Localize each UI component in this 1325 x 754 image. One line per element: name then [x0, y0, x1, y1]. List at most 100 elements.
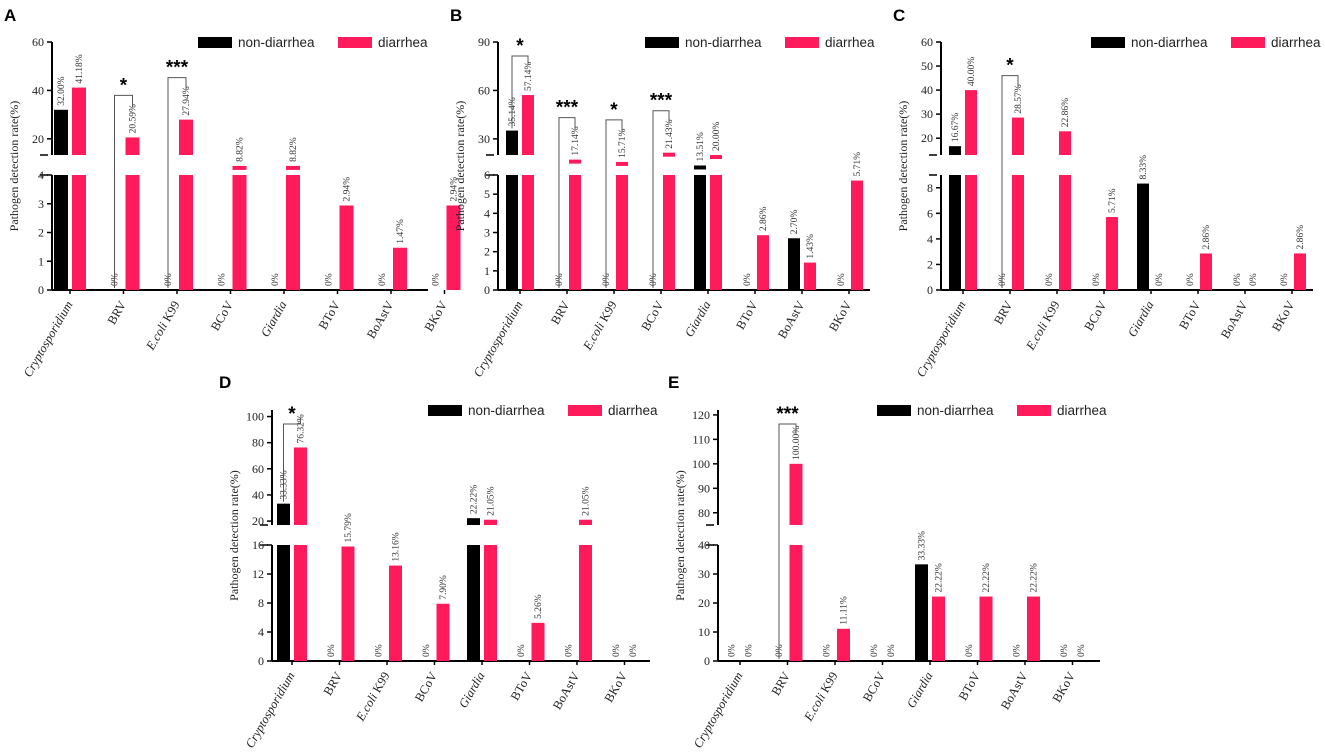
- bar-diarrhea: [1059, 175, 1071, 290]
- data-label: 0%: [745, 644, 755, 657]
- significance-bracket: [114, 94, 133, 288]
- y-tick-label: 0: [258, 654, 264, 668]
- y-tick-label: 100: [692, 457, 710, 471]
- panel-c: C 0 2 4 6 8 20 30 40 50 60 Pathogen detection rate(…: [893, 6, 1321, 379]
- y-tick-label: 6: [927, 206, 933, 220]
- data-label: 0%: [837, 273, 847, 286]
- data-label: 21.05%: [582, 486, 592, 515]
- data-label: 0%: [743, 273, 753, 286]
- bar-non-diarrhea: [1137, 183, 1149, 290]
- bar-diarrhea-upper: [286, 165, 300, 170]
- y-tick-label: 80: [252, 436, 264, 450]
- data-label: 16.67%: [951, 113, 961, 142]
- x-tick-label: BoAstV: [364, 299, 397, 341]
- legend-swatch-diarrhea: [1017, 405, 1051, 416]
- x-tick-label: Giardia: [904, 670, 936, 711]
- x-tick-label: BToV: [508, 670, 535, 703]
- legend-label-diarrhea: diarrhea: [1271, 35, 1321, 50]
- data-label: 0%: [965, 644, 975, 657]
- y-tick-label: 30: [698, 567, 710, 581]
- significance-mark: *: [1006, 56, 1014, 77]
- bar-diarrhea: [710, 175, 722, 290]
- bar-non-diarrhea-upper: [506, 130, 518, 155]
- x-tick-label: BoAstV: [775, 299, 808, 341]
- legend-swatch-diarrhea: [1231, 37, 1265, 48]
- data-label: 0%: [1280, 273, 1290, 286]
- bar-diarrhea: [851, 180, 863, 290]
- bar-diarrhea-upper: [72, 87, 86, 155]
- data-label: 13.51%: [696, 132, 706, 161]
- y-tick-label: 40: [252, 488, 264, 502]
- significance-bracket: [558, 117, 576, 288]
- y-tick-label: 2: [484, 245, 490, 259]
- panel-b: B 0 1 2 3 4 5 6 30 60 90 Pathogen detection rate(%)…: [450, 6, 875, 379]
- significance-bracket: [652, 110, 670, 288]
- data-label: 0%: [517, 644, 527, 657]
- data-label: 21.05%: [487, 486, 497, 515]
- x-tick-label: BCoV: [860, 670, 888, 705]
- y-tick-label: 120: [692, 408, 710, 422]
- significance-mark: ***: [776, 404, 799, 425]
- legend-label-non-diarrhea: non-diarrhea: [917, 403, 994, 418]
- y-tick-label: 0: [704, 654, 710, 668]
- bar-diarrhea: [965, 175, 977, 290]
- bar-diarrhea: [393, 247, 407, 290]
- data-label: 0%: [1045, 273, 1055, 286]
- x-tick-label: E.coli K99: [801, 670, 841, 725]
- significance-bracket: [511, 55, 529, 129]
- bar-non-diarrhea: [54, 175, 68, 290]
- x-tick-label-part: K99: [368, 670, 392, 698]
- bar-diarrhea: [804, 262, 816, 290]
- bar-diarrhea-upper: [1012, 117, 1024, 155]
- x-tick-label: Cryptosporidium: [914, 299, 969, 380]
- y-tick-label: 8: [927, 181, 933, 195]
- panel-label: D: [219, 373, 231, 392]
- y-tick-label: 40: [32, 83, 44, 97]
- data-label: 5.71%: [1108, 188, 1118, 213]
- y-tick-label: 60: [252, 462, 264, 476]
- y-tick-label: 110: [692, 432, 710, 446]
- bar-diarrhea: [339, 205, 354, 290]
- y-tick-label: 2: [927, 257, 933, 271]
- bar-diarrhea: [286, 175, 300, 290]
- y-tick-label: 30: [478, 132, 490, 146]
- legend-swatch-diarrhea: [338, 37, 372, 48]
- data-label: 0%: [555, 273, 565, 286]
- bar-diarrhea-upper: [522, 95, 534, 155]
- bar-non-diarrhea-upper: [277, 503, 290, 525]
- bar-diarrhea: [789, 545, 803, 661]
- x-tick-label: Cryptosporidium: [691, 670, 746, 751]
- bar-diarrhea: [341, 546, 355, 661]
- data-label: 2.86%: [1296, 225, 1306, 250]
- x-tick-label-part: K99: [816, 670, 840, 698]
- bar-non-diarrhea: [506, 175, 518, 290]
- significance-mark: ***: [166, 58, 189, 79]
- bar-non-diarrhea-upper: [467, 518, 480, 525]
- data-label: 11.11%: [840, 596, 850, 625]
- y-axis-label: Pathogen detection rate(%): [227, 470, 241, 601]
- y-tick-label: 8: [258, 596, 264, 610]
- panel-label: A: [4, 6, 16, 25]
- bar-diarrhea-upper: [125, 137, 140, 155]
- bar-non-diarrhea-upper: [54, 109, 68, 155]
- legend-label-non-diarrhea: non-diarrhea: [468, 403, 545, 418]
- x-tick-label: BKoV: [1269, 299, 1297, 334]
- data-label: 17.14%: [571, 126, 581, 155]
- x-tick-label: BCoV: [208, 299, 236, 334]
- data-label: 0%: [271, 273, 281, 286]
- bar-diarrhea-upper: [1059, 131, 1071, 155]
- x-tick-label: E.coli K99: [143, 299, 183, 354]
- panel-e: E 0 10 20 30 40 80 90 100 110 120 Pathogen detectio…: [668, 373, 1107, 750]
- bar-diarrhea-upper: [484, 519, 497, 525]
- bar-diarrhea: [232, 175, 247, 290]
- y-tick-label: 50: [921, 59, 933, 73]
- y-tick-label: 4: [38, 168, 44, 182]
- panel-a: A 0 1 2 3 4 20 40 60 Pathogen detection rate(%) no…: [4, 6, 461, 379]
- x-tick-label: BCoV: [638, 299, 666, 334]
- data-label: 2.94%: [450, 177, 460, 202]
- legend-swatch-non-diarrhea: [877, 405, 911, 416]
- data-label: 35.14%: [508, 97, 518, 126]
- y-tick-label: 60: [478, 83, 490, 97]
- x-tick-label-part: K99: [595, 299, 619, 327]
- x-tick-label: BCoV: [412, 670, 440, 705]
